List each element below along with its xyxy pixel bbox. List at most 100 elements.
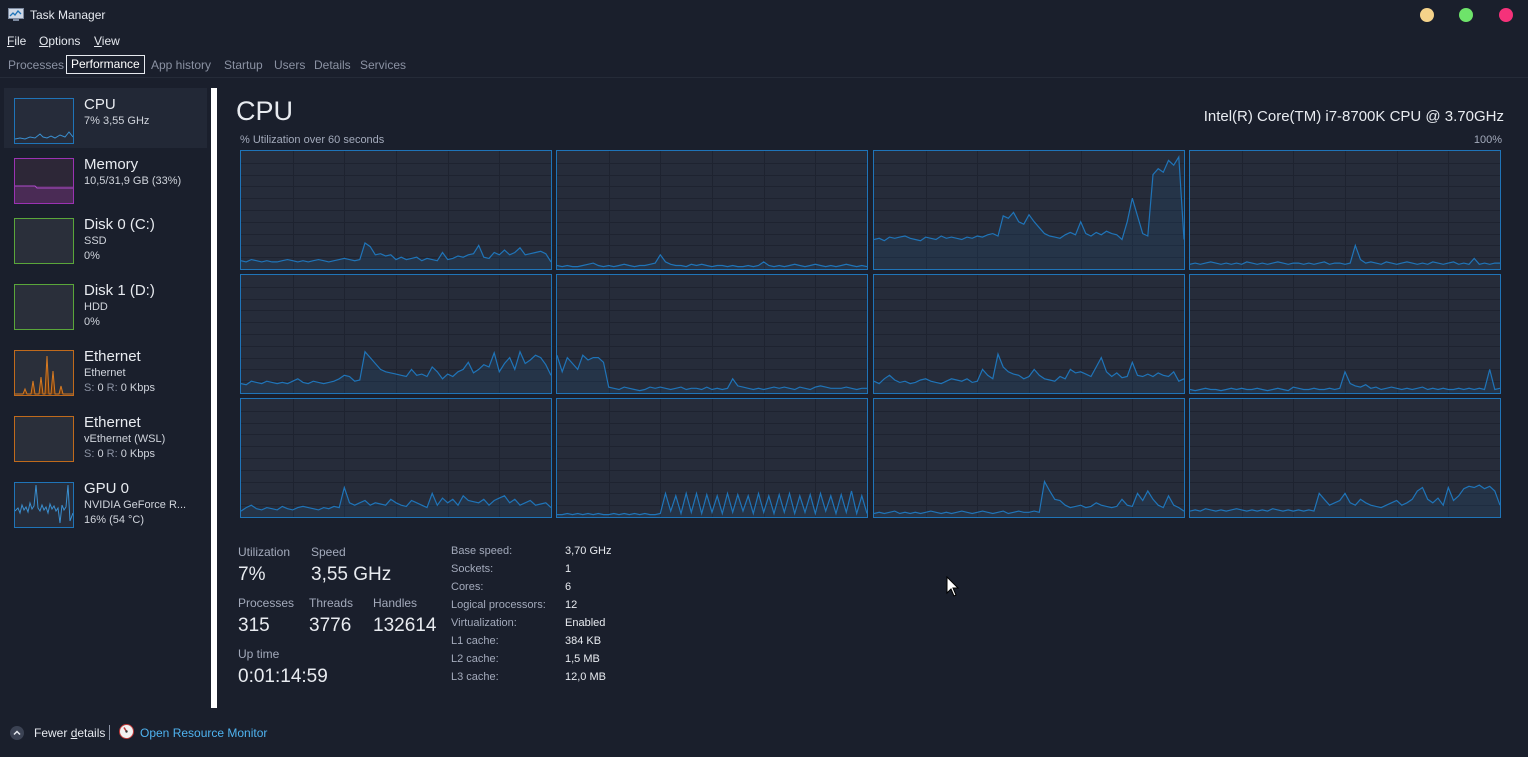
sidebar-item-title: Disk 0 (C:) [84,216,155,233]
tab-startup[interactable]: Startup [224,58,263,72]
sidebar-item-detail: 7% 3,55 GHz [84,115,150,127]
spec-key: L2 cache: [451,653,499,665]
memory-thumbnail [14,158,74,204]
sidebar-item-value: S: 0 R: 0 Kbps [84,382,155,394]
sidebar-item-title: Ethernet [84,414,141,431]
logical-processor-graph [240,150,552,270]
uptime-value: 0:01:14:59 [238,666,328,687]
spec-value: 1 [565,563,572,575]
tab-users[interactable]: Users [274,58,306,72]
spec-key: Sockets: [451,563,494,575]
sidebar-item-detail: 10,5/31,9 GB (33%) [84,175,182,187]
page-title: CPU [236,96,294,126]
logical-processor-graph [873,150,1185,270]
sidebar-item-gpu[interactable]: GPU 0 NVIDIA GeForce R... 16% (54 °C) [4,472,207,532]
utilization-line [1190,243,1500,265]
utilization-line [241,485,551,512]
open-resource-monitor-link[interactable]: Open Resource Monitor [140,726,268,740]
minimize-button[interactable] [1420,8,1434,22]
spec-key: L1 cache: [451,635,499,647]
tab-app-history[interactable]: App history [151,58,212,72]
utilization-value: 7% [238,564,266,585]
uptime-label: Up time [238,647,280,661]
logical-processor-graph [1189,150,1501,270]
threads-label: Threads [309,596,354,610]
disk1-thumbnail [14,284,74,330]
tab-divider [0,77,1528,78]
utilization-line [874,479,1184,515]
threads-value: 3776 [309,615,352,636]
logical-processor-graph [873,274,1185,394]
pane-splitter[interactable] [211,88,217,708]
sidebar: CPU 7% 3,55 GHz Memory 10,5/31,9 GB (33%… [0,88,210,708]
menu-file[interactable]: File [7,34,27,48]
spec-value: 1,5 MB [565,653,600,665]
sidebar-item-value: 16% (54 °C) [84,514,145,526]
spec-key: Base speed: [451,545,513,557]
footer: Fewer details Open Resource Monitor [0,720,400,746]
maximize-button[interactable] [1459,8,1473,22]
sidebar-item-memory[interactable]: Memory 10,5/31,9 GB (33%) [4,148,207,208]
utilization-area [557,254,867,269]
sidebar-item-detail: Ethernet [84,367,126,379]
sidebar-item-disk-1[interactable]: Disk 1 (D:) HDD 0% [4,274,207,334]
utilization-area [874,354,1184,393]
processes-label: Processes [238,596,295,610]
disk0-thumbnail [14,218,74,264]
sidebar-item-title: GPU 0 [84,480,130,497]
gpu-thumbnail [14,482,74,528]
utilization-line [557,490,867,516]
sidebar-item-title: CPU [84,96,116,113]
logical-processor-graph [556,150,868,270]
utilization-area [874,481,1184,517]
logical-processor-graph [1189,274,1501,394]
footer-separator [109,725,110,740]
sidebar-item-value: 0% [84,250,100,262]
close-button[interactable] [1499,8,1513,22]
sidebar-item-title: Disk 1 (D:) [84,282,155,299]
tab-services[interactable]: Services [360,58,407,72]
tab-performance[interactable]: Performance [66,55,145,74]
sidebar-item-ethernet-wsl[interactable]: Ethernet vEthernet (WSL) S: 0 R: 0 Kbps [4,406,207,466]
tab-details[interactable]: Details [314,58,351,72]
sidebar-item-disk-0[interactable]: Disk 0 (C:) SSD 0% [4,208,207,268]
utilization-area [557,491,867,517]
logical-processor-graph [873,398,1185,518]
chevron-up-icon[interactable] [10,726,24,740]
spec-value: 6 [565,581,572,593]
resource-monitor-icon [119,724,134,739]
spec-value: 12 [565,599,578,611]
sidebar-item-detail: vEthernet (WSL) [84,433,166,445]
spec-value: 384 KB [565,635,602,647]
spec-value: 3,70 GHz [565,545,612,557]
sidebar-item-ethernet[interactable]: Ethernet Ethernet S: 0 R: 0 Kbps [4,340,207,400]
cpu-model-name: Intel(R) Core(TM) i7-8700K CPU @ 3.70GHz [1203,108,1504,125]
sidebar-item-value: S: 0 R: 0 Kbps [84,448,155,460]
utilization-axis-label: % Utilization over 60 seconds [240,134,385,146]
utilization-label: Utilization [238,545,291,559]
speed-value: 3,55 GHz [311,564,392,585]
spec-key: Logical processors: [451,599,546,611]
sidebar-item-title: Memory [84,156,139,173]
sidebar-item-detail: NVIDIA GeForce R... [84,499,187,511]
menu-options[interactable]: Options [39,34,81,48]
utilization-line [1190,369,1500,392]
ethernet-wsl-thumbnail [14,416,74,462]
sidebar-item-cpu[interactable]: CPU 7% 3,55 GHz [4,88,207,148]
sidebar-item-detail: SSD [84,235,107,247]
task-manager-icon [8,8,24,21]
speed-label: Speed [311,545,346,559]
menu-view[interactable]: View [94,34,120,48]
spec-value: Enabled [565,617,606,629]
processes-value: 315 [238,615,270,636]
ethernet-thumbnail [14,350,74,396]
utilization-area [874,156,1184,269]
utilization-line [241,242,551,263]
tab-processes[interactable]: Processes [8,58,65,72]
fewer-details-button[interactable]: Fewer details [34,726,106,740]
spec-key: Virtualization: [451,617,517,629]
sidebar-item-value: 0% [84,316,100,328]
utilization-max-label: 100% [1473,134,1502,146]
utilization-area [1190,485,1500,517]
logical-processor-graph [1189,398,1501,518]
